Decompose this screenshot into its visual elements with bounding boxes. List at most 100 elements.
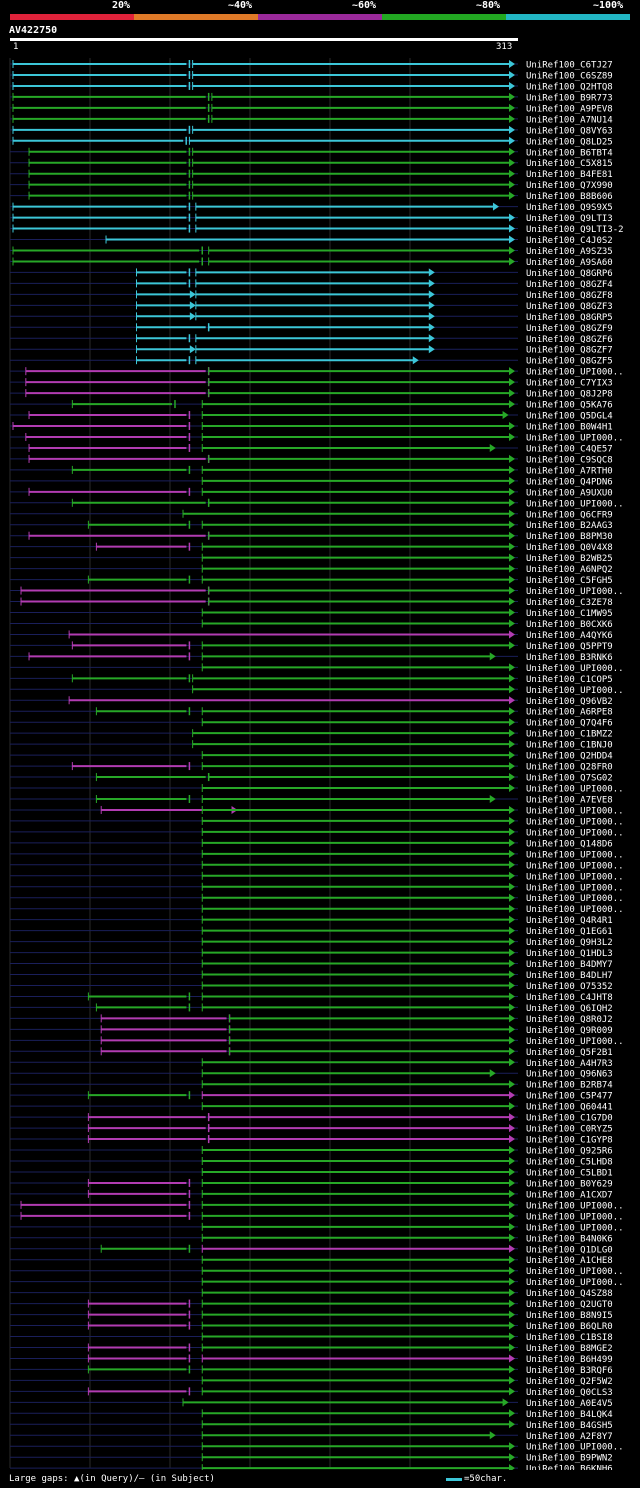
hit-label: UniRef100_A0E4V5: [526, 1399, 613, 1409]
hit-label: UniRef100_Q7SG02: [526, 774, 613, 784]
hit-end-arrow: [509, 1178, 515, 1187]
hit-end-arrow: [509, 586, 515, 595]
ruler-start-label: 1: [13, 42, 19, 52]
hit-end-arrow: [509, 136, 515, 145]
legend-label-40: ~40%: [228, 0, 253, 11]
hit-end-arrow: [509, 860, 515, 869]
hit-label: UniRef100_A7NU14: [526, 115, 613, 125]
hit-end-arrow: [509, 1365, 515, 1374]
hit-label: UniRef100_C9SQC8: [526, 455, 613, 465]
hit-label: UniRef100_B4N0K6: [526, 1234, 613, 1244]
hit-label: UniRef100_Q0CLS3: [526, 1388, 613, 1398]
hit-end-arrow: [489, 794, 496, 803]
hit-end-arrow: [509, 498, 515, 507]
query-id: AV422750: [9, 25, 58, 36]
hit-end-arrow: [509, 92, 515, 101]
legend-bar-20: [10, 14, 134, 20]
hit-label: UniRef100_Q5F2B1: [526, 1048, 613, 1058]
hit-label: UniRef100_B9PWN2: [526, 1454, 613, 1464]
hit-label: UniRef100_UPI000..: [526, 433, 624, 443]
hit-label: UniRef100_Q5DGL4: [526, 412, 613, 422]
hit-label: UniRef100_Q9LTI3: [526, 214, 613, 224]
hit-end-arrow: [509, 696, 515, 705]
hit-end-arrow: [509, 1091, 515, 1100]
hit-label: UniRef100_B0CXK6: [526, 620, 613, 630]
hit-end-arrow: [509, 1222, 515, 1231]
hit-label: UniRef100_C1GYP8: [526, 1136, 613, 1146]
hit-label: UniRef100_UPI000..: [526, 686, 624, 696]
hit-end-arrow: [509, 970, 515, 979]
hit-label: UniRef100_UPI000..: [526, 587, 624, 597]
hit-label: UniRef100_B8B606: [526, 192, 613, 202]
hit-end-arrow: [509, 235, 515, 244]
hit-label: UniRef100_C5LHD8: [526, 1158, 613, 1168]
hit-end-arrow: [509, 465, 515, 474]
scale-bar: [446, 1478, 462, 1481]
hit-end-arrow: [509, 1288, 515, 1297]
hit-end-arrow: [509, 509, 515, 518]
hit-end-arrow: [509, 575, 515, 584]
hit-end-arrow: [509, 454, 515, 463]
hit-label: UniRef100_C4JHT8: [526, 993, 613, 1003]
hit-end-arrow: [502, 1398, 509, 1407]
hit-end-arrow: [509, 70, 515, 79]
hit-end-arrow: [412, 356, 419, 365]
hit-end-arrow: [509, 1376, 515, 1385]
hit-label: UniRef100_B3RNK6: [526, 653, 613, 663]
hit-end-arrow: [509, 1409, 515, 1418]
hit-end-arrow: [509, 784, 515, 793]
hit-end-arrow: [509, 597, 515, 606]
hit-label: UniRef100_UPI000..: [526, 894, 624, 904]
hit-end-arrow: [509, 246, 515, 255]
hit-label: UniRef100_Q9S9X5: [526, 203, 613, 213]
hit-label: UniRef100_UPI000..: [526, 872, 624, 882]
scale-label: =50char.: [464, 1474, 508, 1484]
hit-end-arrow: [509, 926, 515, 935]
hit-end-arrow: [509, 1420, 515, 1429]
hit-end-arrow: [509, 762, 515, 771]
hit-label: UniRef100_B2RB74: [526, 1081, 613, 1091]
hit-end-arrow: [509, 1442, 515, 1451]
hit-end-arrow: [509, 378, 515, 387]
hit-label: UniRef100_A1CHE8: [526, 1256, 613, 1266]
hit-label: UniRef100_B9R773: [526, 93, 613, 103]
hit-label: UniRef100_UPI000..: [526, 1443, 624, 1453]
hit-label: UniRef100_B2AAG3: [526, 521, 613, 531]
hit-label: UniRef100_UPI000..: [526, 817, 624, 827]
hit-end-arrow: [428, 279, 435, 288]
hit-end-arrow: [509, 1310, 515, 1319]
hit-end-arrow: [189, 290, 196, 299]
hit-end-arrow: [509, 805, 515, 814]
hit-end-arrow: [189, 345, 196, 354]
hit-label: UniRef100_C0RYZ5: [526, 1125, 613, 1135]
hit-label: UniRef100_Q2UGT0: [526, 1300, 613, 1310]
hit-label: UniRef100_B8PM30: [526, 532, 613, 542]
hit-end-arrow: [509, 1003, 515, 1012]
hit-label: UniRef100_A6NPQ2: [526, 565, 613, 575]
hit-label: UniRef100_Q8GZF8: [526, 291, 613, 301]
hit-label: UniRef100_Q7Q4F6: [526, 719, 613, 729]
hit-label: UniRef100_B6TBT4: [526, 148, 613, 158]
hit-label: UniRef100_B4GSH5: [526, 1421, 613, 1431]
hit-end-arrow: [509, 564, 515, 573]
hit-label: UniRef100_UPI000..: [526, 1201, 624, 1211]
hit-label: UniRef100_C1BNJ0: [526, 741, 613, 751]
hit-end-arrow: [509, 1036, 515, 1045]
hit-label: UniRef100_Q8GRP6: [526, 269, 613, 279]
hit-label: UniRef100_A7RTH0: [526, 466, 613, 476]
legend-bar-60: [258, 14, 382, 20]
hit-label: UniRef100_UPI000..: [526, 1278, 624, 1288]
hit-end-arrow: [509, 1266, 515, 1275]
hit-label: UniRef100_Q8LD25: [526, 137, 613, 147]
hit-label: UniRef100_B8MGE2: [526, 1344, 613, 1354]
hit-end-arrow: [509, 1025, 515, 1034]
hit-label: UniRef100_Q8GZF5: [526, 357, 613, 367]
hit-label: UniRef100_UPI000..: [526, 785, 624, 795]
hit-label: UniRef100_Q148D6: [526, 839, 613, 849]
hit-end-arrow: [509, 1135, 515, 1144]
hit-end-arrow: [509, 1233, 515, 1242]
hit-label: UniRef100_A9SA60: [526, 258, 613, 268]
hit-label: UniRef100_Q96N63: [526, 1070, 613, 1080]
hit-end-arrow: [509, 125, 515, 134]
legend-label-100: ~100%: [593, 0, 624, 11]
